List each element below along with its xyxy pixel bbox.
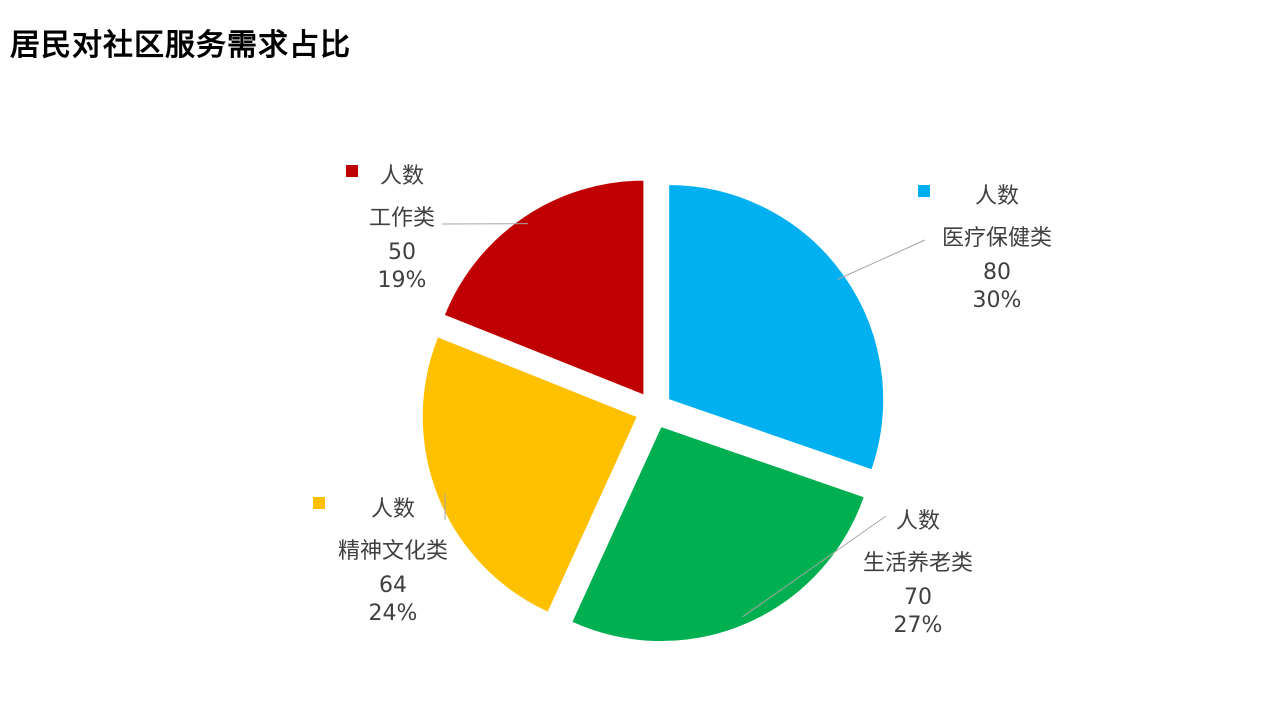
label-percent: 27% [894, 613, 943, 638]
label-percent: 19% [378, 268, 427, 293]
legend-key-square [918, 185, 930, 197]
leader-line [742, 515, 887, 618]
label-series-name: 人数 [896, 509, 940, 534]
label-series-name: 人数 [371, 497, 415, 522]
label-value: 70 [904, 585, 932, 610]
legend-key-square [346, 165, 358, 177]
label-percent: 24% [369, 601, 418, 626]
label-category: 生活养老类 [863, 551, 973, 576]
label-value: 80 [983, 260, 1011, 285]
pie-slice [421, 336, 638, 613]
page-title: 居民对社区服务需求占比 [10, 28, 351, 63]
legend-key-square [313, 497, 325, 509]
leader-lines [441, 223, 926, 618]
pie-slice [571, 425, 865, 643]
label-category: 工作类 [369, 206, 435, 231]
legend-key-square [840, 510, 852, 522]
data-labels: 人数医疗保健类8030%人数生活养老类7027%人数精神文化类6424%人数工作… [313, 164, 1052, 638]
pie-slice [668, 184, 885, 471]
label-value: 64 [379, 573, 407, 598]
pie-slices [421, 179, 885, 643]
leader-line [837, 239, 926, 280]
label-series-name: 人数 [380, 164, 424, 189]
label-category: 医疗保健类 [942, 226, 1052, 251]
pie-slice [443, 179, 645, 396]
label-percent: 30% [973, 288, 1022, 313]
label-category: 精神文化类 [338, 539, 448, 564]
label-value: 50 [388, 240, 416, 265]
label-series-name: 人数 [975, 184, 1019, 209]
